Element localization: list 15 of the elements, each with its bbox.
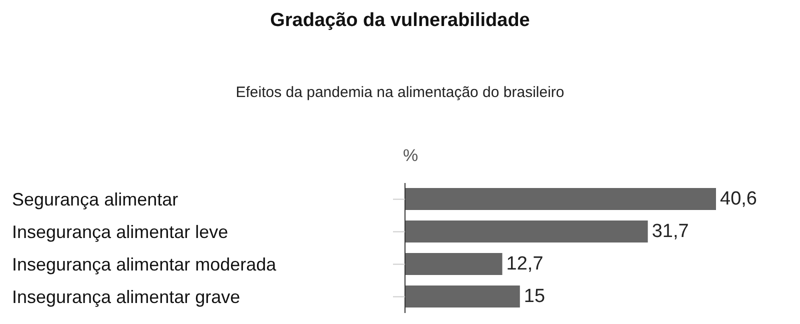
y-tick-label: Insegurança alimentar moderada	[12, 254, 278, 274]
x-axis-title: %	[403, 146, 418, 166]
y-tick-label: Insegurança alimentar grave	[12, 286, 240, 307]
bar	[405, 253, 502, 275]
chart-subtitle: Efeitos da pandemia na alimentação do brasileiro	[234, 84, 566, 101]
y-tick-label: Insegurança alimentar leve	[12, 222, 228, 242]
chart-title: Gradação da vulnerabilidade	[269, 10, 531, 32]
data-label: 40,6	[720, 188, 757, 210]
data-label: 15	[524, 286, 546, 307]
y-tick-label: Segurança alimentar	[12, 189, 178, 210]
bar	[405, 220, 648, 242]
data-label: 31,7	[652, 221, 689, 242]
data-label: 12,7	[506, 254, 544, 274]
bar	[405, 188, 716, 210]
bar	[405, 286, 520, 308]
